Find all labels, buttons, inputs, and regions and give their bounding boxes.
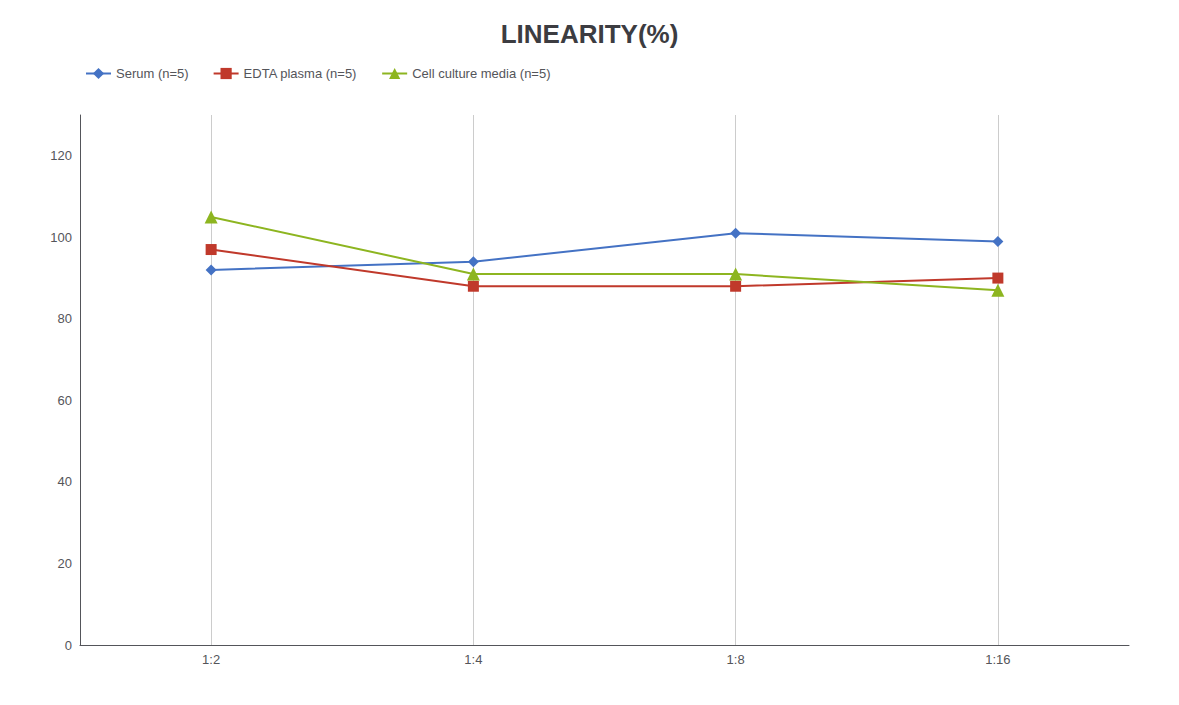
svg-text:1:2: 1:2 (202, 652, 220, 667)
svg-text:100: 100 (50, 230, 72, 245)
svg-text:0: 0 (65, 638, 72, 653)
svg-text:1:16: 1:16 (985, 652, 1010, 667)
svg-text:40: 40 (58, 474, 72, 489)
svg-text:60: 60 (58, 393, 72, 408)
svg-text:Cell culture media (n=5): Cell culture media (n=5) (412, 66, 550, 81)
svg-text:EDTA plasma (n=5): EDTA plasma (n=5) (244, 66, 357, 81)
svg-text:80: 80 (58, 311, 72, 326)
svg-text:1:4: 1:4 (464, 652, 482, 667)
svg-text:120: 120 (50, 148, 72, 163)
svg-text:1:8: 1:8 (727, 652, 745, 667)
svg-text:LINEARITY(%): LINEARITY(%) (501, 19, 679, 49)
svg-text:20: 20 (58, 556, 72, 571)
svg-text:Serum (n=5): Serum (n=5) (116, 66, 189, 81)
